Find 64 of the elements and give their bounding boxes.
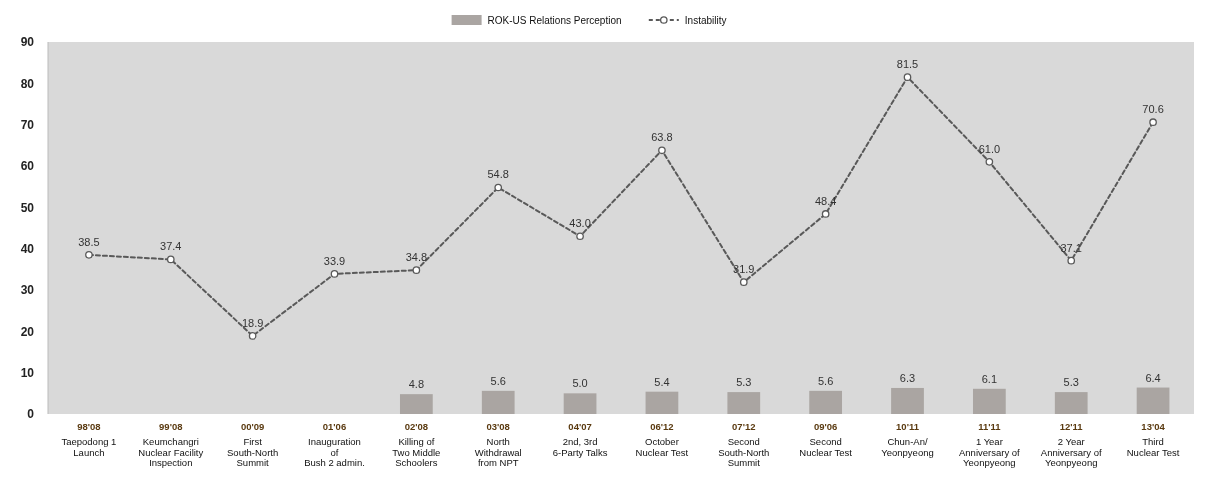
data-label: 5.0	[572, 377, 588, 390]
y-tick-label: 0	[27, 407, 35, 422]
point	[1067, 256, 1076, 265]
y-tick-label: 40	[20, 241, 35, 256]
point	[658, 146, 666, 155]
data-label: 37.1	[1060, 241, 1082, 254]
point	[330, 270, 339, 278]
data-label: 6.1	[981, 372, 998, 385]
data-label: 34.8	[405, 251, 428, 264]
point	[412, 266, 421, 275]
y-tick-label: 20	[20, 324, 35, 339]
data-label: 31.9	[733, 263, 755, 276]
data-label: 5.3	[736, 376, 752, 389]
y-tick-label: 10	[20, 365, 35, 380]
x-tick-label: 07'12 Second South-North Summit	[718, 421, 770, 468]
data-label: 61.0	[978, 142, 1001, 155]
x-tick-label: 01'06 Inauguration of Bush 2 admin.	[304, 421, 365, 468]
y-tick-label: 80	[20, 76, 35, 91]
point	[739, 278, 748, 286]
data-label: 48.4	[814, 194, 837, 207]
data-label: 5.6	[817, 374, 834, 387]
x-tick-label: 12'11 2 Year Anniversary of Yeonpyeong	[1040, 421, 1102, 468]
point	[903, 73, 912, 81]
y-tick-label: 90	[20, 35, 35, 50]
data-label: 37.4	[160, 240, 182, 253]
y-tick-label: 70	[20, 117, 35, 132]
x-tick-label: 03'08 North Withdrawal from NPT	[474, 421, 522, 468]
data-label: 18.9	[241, 316, 264, 329]
data-label: 63.8	[651, 131, 673, 144]
data-label: 33.9	[323, 254, 346, 267]
y-tick-label: 50	[20, 200, 35, 215]
data-label: 43.0	[569, 217, 591, 230]
data-label: 5.6	[490, 374, 506, 387]
x-tick-label: 02'08 Killing of Two Middle Schoolers	[392, 421, 441, 468]
point	[1149, 118, 1157, 127]
x-tick-label: 04'07 2nd, 3rd 6-Party Talks	[552, 421, 608, 458]
x-tick-label: 00'09 First South-North Summit	[227, 421, 279, 468]
x-tick-label: 99'08 Keumchangri Nuclear Facility Inspection	[138, 421, 204, 468]
x-tick-label: 10'11 Chun-An/ Yeonpyeong	[881, 421, 934, 458]
x-tick-label: 11'11 1 Year Anniversary of Yeonpyeong	[958, 421, 1021, 468]
point	[576, 232, 584, 241]
x-tick-label: 09'06 Second Nuclear Test	[799, 421, 853, 458]
data-label: 4.8	[408, 378, 425, 391]
data-label: 81.5	[896, 58, 919, 71]
data-label: 54.8	[487, 168, 509, 181]
y-tick-label: 60	[20, 159, 35, 174]
point	[494, 183, 503, 192]
legend-label: ROK-US Relations Perception	[487, 14, 622, 26]
x-tick-label: 13'04 Third Nuclear Test	[1126, 421, 1180, 458]
data-label: 38.5	[78, 235, 100, 248]
point	[821, 210, 830, 218]
data-label: 70.6	[1142, 103, 1164, 116]
point	[85, 251, 93, 259]
legend-label: Instability	[684, 14, 727, 26]
data-label: 5.3	[1063, 376, 1079, 389]
data-label: 6.3	[899, 371, 916, 384]
data-label: 5.4	[654, 375, 670, 388]
point	[248, 332, 257, 340]
point	[166, 255, 175, 264]
data-label: 6.4	[1145, 371, 1161, 384]
x-tick-label: 06'12 October Nuclear Test	[635, 421, 689, 458]
x-tick-label: 98'08 Taepodong 1 Launch	[61, 421, 117, 458]
point	[985, 158, 994, 166]
y-tick-label: 30	[20, 283, 35, 298]
